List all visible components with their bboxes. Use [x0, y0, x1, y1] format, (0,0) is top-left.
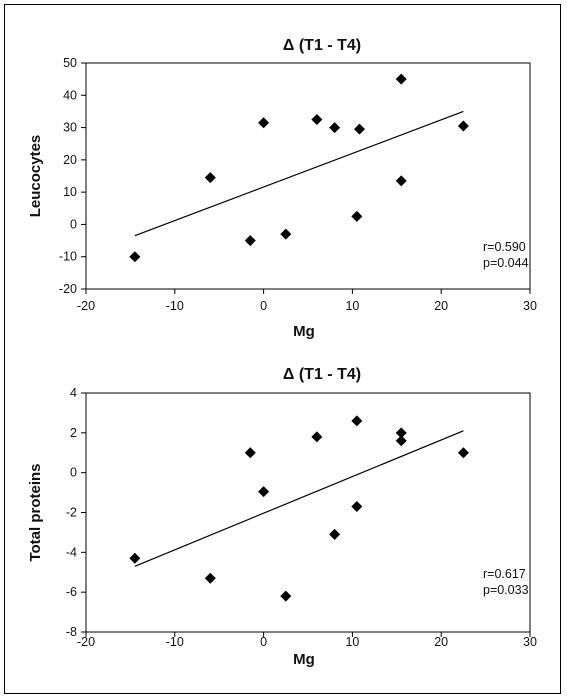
chart2-data-point — [395, 427, 407, 439]
chart1-data-point — [351, 210, 363, 222]
chart2-y-tick-label: -6 — [66, 585, 77, 599]
chart2-data-point — [258, 486, 270, 498]
chart1-data-point — [329, 122, 341, 134]
chart2-data-point — [204, 572, 216, 584]
chart1-plot-frame — [85, 62, 531, 290]
chart1-x-tick-label: 10 — [345, 299, 359, 313]
chart2-stat-r: r=0.617 — [483, 567, 526, 581]
chart1-data-point — [457, 120, 469, 132]
chart1-trendline — [134, 110, 464, 237]
chart1-y-axis-label: Leucocytes — [27, 135, 44, 218]
chart1-data-point — [204, 172, 216, 184]
chart2-x-tick-label: 30 — [523, 635, 537, 649]
chart1-x-tick-label: -20 — [77, 299, 95, 313]
chart2-data-point — [457, 447, 469, 459]
chart2-title: Δ (T1 - T4) — [283, 366, 361, 383]
chart2-data-point — [129, 552, 141, 564]
chart2-data-point — [351, 415, 363, 427]
chart1-x-tick-label: 20 — [434, 299, 448, 313]
chart1-y-tick-label: 40 — [63, 88, 77, 102]
chart1-x-tick-label: 30 — [523, 299, 537, 313]
chart1-x-tick-label: -10 — [166, 299, 184, 313]
chart2-y-tick-label: 0 — [70, 466, 77, 480]
chart1-y-tick-label: -10 — [59, 250, 77, 264]
chart2-x-tick-label: -20 — [77, 635, 95, 649]
chart2-data-point — [244, 447, 256, 459]
chart2-x-tick-label: 0 — [260, 635, 267, 649]
chart1-data-point — [280, 228, 292, 240]
chart2-y-tick-label: 4 — [70, 386, 77, 400]
chart2-data-point — [311, 431, 323, 443]
chart2-y-tick-label: -4 — [66, 545, 77, 559]
chart2-trendline — [134, 430, 464, 567]
chart1-data-point — [311, 114, 323, 125]
chart1-x-tick-label: 0 — [260, 299, 267, 313]
chart1-data-point — [258, 117, 270, 129]
chart1-y-tick-label: 30 — [63, 121, 77, 135]
chart1-data-point — [129, 251, 141, 263]
chart2-stat-p: p=0.033 — [483, 583, 529, 597]
chart1-y-tick-label: -20 — [59, 282, 77, 296]
chart2-x-tick-label: 10 — [345, 635, 359, 649]
chart1-data-point — [395, 73, 407, 85]
chart1-x-axis-label: Mg — [293, 323, 315, 340]
chart2-plot-frame — [85, 392, 531, 633]
chart2-y-tick-label: 2 — [70, 426, 77, 440]
chart1-data-point — [395, 175, 407, 187]
chart2-y-axis-label: Total proteins — [27, 463, 44, 561]
chart2-y-tick-label: -8 — [66, 625, 77, 639]
chart1-stat-p: p=0.044 — [483, 256, 529, 270]
chart1-y-tick-label: 50 — [63, 56, 77, 70]
chart2-data-point — [280, 590, 292, 602]
chart2-data-point — [395, 435, 407, 447]
chart1-title: Δ (T1 - T4) — [283, 37, 361, 54]
chart2-x-tick-label: -10 — [166, 635, 184, 649]
chart1-y-tick-label: 10 — [63, 185, 77, 199]
chart2-data-point — [329, 528, 341, 540]
chart1-y-tick-label: 0 — [70, 217, 77, 231]
chart2-x-tick-label: 20 — [434, 635, 448, 649]
chart2-y-tick-label: -2 — [66, 506, 77, 520]
chart1-y-tick-label: 20 — [63, 153, 77, 167]
chart2-x-axis-label: Mg — [293, 651, 315, 668]
chart1-data-point — [244, 235, 256, 247]
chart1-data-point — [354, 123, 366, 135]
figure-frame — [4, 4, 561, 694]
chart2-data-point — [351, 501, 363, 513]
chart1-stat-r: r=0.590 — [483, 240, 526, 254]
